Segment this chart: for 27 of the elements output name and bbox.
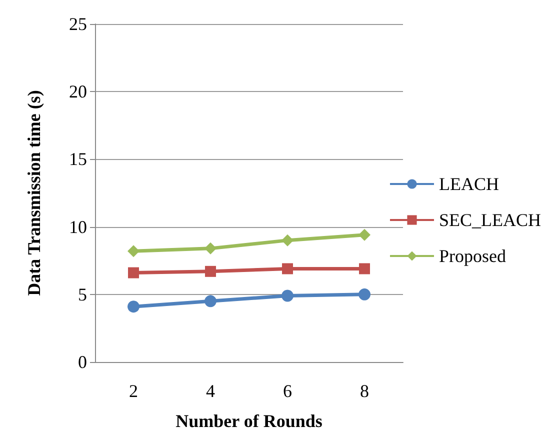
y-tick-label: 20 [69, 82, 87, 102]
x-tick-label: 4 [206, 381, 215, 401]
point [204, 295, 216, 308]
legend-label: LEACH [438, 174, 499, 194]
point [358, 288, 370, 300]
y-tick-label: 0 [78, 352, 87, 372]
point [358, 228, 370, 241]
point [205, 266, 216, 277]
y-tick-label: 5 [78, 284, 87, 304]
legend-label: Proposed [438, 246, 506, 266]
y-tick-label: 15 [69, 149, 87, 170]
x-axis-title: Number of Rounds [176, 411, 322, 431]
point [282, 290, 294, 302]
x-tick-label: 6 [283, 381, 292, 401]
point [204, 242, 216, 254]
point [128, 245, 140, 258]
y-axis-title: Data Transmission time (s) [24, 90, 44, 296]
legend-label: SEC_LEACH [438, 210, 542, 230]
y-tick-label: 25 [69, 14, 87, 34]
x-tick-label: 8 [360, 381, 369, 401]
point [359, 263, 370, 274]
point [282, 263, 293, 274]
point [128, 267, 139, 278]
x-tick-label: 2 [129, 381, 138, 401]
point [128, 300, 140, 313]
point [282, 234, 294, 246]
y-tick-label: 10 [69, 216, 87, 237]
